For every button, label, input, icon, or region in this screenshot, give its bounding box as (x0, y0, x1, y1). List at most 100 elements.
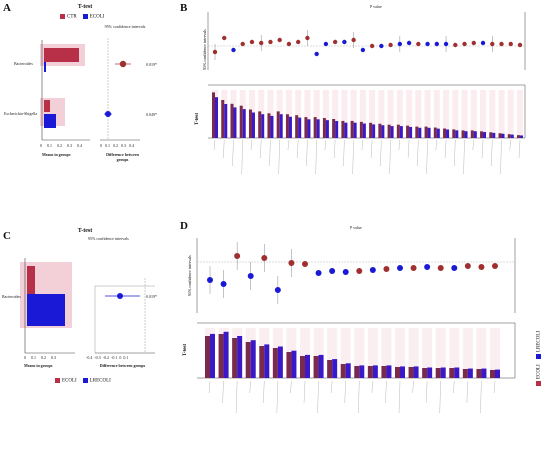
d-bar-blue (291, 350, 297, 378)
b-bar-red (341, 120, 345, 138)
d-bar-red (408, 367, 414, 378)
d-tick-label (466, 380, 469, 404)
panel-c-chart (20, 258, 155, 354)
b-bar-blue (510, 134, 514, 138)
panel-c-label: C (3, 230, 11, 242)
b-ci-point (462, 41, 467, 47)
b-bar-blue (409, 126, 413, 138)
panel-a-legend: CTR ECOLI (60, 14, 104, 20)
d-bar-bg (381, 328, 392, 378)
d-bar-blue (318, 354, 324, 378)
d-bar-blue (440, 367, 446, 378)
b-bar-blue (399, 126, 403, 138)
b-bar-bg (341, 90, 348, 137)
b-bar-blue (520, 135, 523, 138)
b-ci-point (277, 37, 282, 43)
b-bar-red (415, 126, 419, 138)
d-ci-point (478, 264, 485, 270)
b-ci-point (379, 43, 384, 49)
d-bar-bg (435, 328, 446, 378)
b-ci-point (286, 41, 292, 47)
a-xlabel-right: Difference between groups (106, 152, 139, 162)
d-ci-point (397, 265, 403, 271)
panel-d-label: D (180, 220, 188, 232)
a-left-ticks: 0 0.1 0.2 0.3 0.4 (40, 143, 82, 148)
d-ci-point (288, 260, 295, 266)
d-tick-label (222, 380, 224, 404)
b-bar-blue (298, 117, 302, 138)
d-ci-point (302, 261, 308, 267)
d-bar-blue (264, 344, 270, 378)
b-bar-blue (242, 109, 246, 138)
d-tick-label (358, 380, 360, 414)
pval-bacteroides: 0.019* (146, 62, 157, 67)
b-bar-red (461, 130, 465, 138)
b-ci-point (443, 41, 449, 47)
d-bar-blue (332, 359, 338, 378)
d-bar-red (272, 348, 278, 378)
b-bar-red (322, 118, 326, 138)
b-ci-point (416, 41, 421, 47)
b-bar-bg (332, 90, 339, 137)
b-bar-blue (473, 131, 477, 138)
d-bar-blue (481, 368, 487, 378)
d-tick-label (439, 380, 441, 414)
panel-c-title: T-test (77, 228, 93, 234)
legend-ctr: CTR (60, 14, 77, 20)
d-bar-red (395, 367, 400, 378)
b-ci-point (240, 41, 245, 47)
panel-a-label: A (3, 2, 11, 14)
bar-bacteroides-ecoli (44, 62, 46, 72)
d-tick-label (330, 380, 333, 394)
b-ci-point (249, 39, 255, 45)
d-bar-red (327, 360, 333, 378)
b-bar-blue (251, 112, 255, 138)
bar-escherichia-ecoli (44, 114, 56, 128)
d-bar-blue (413, 366, 419, 378)
d-tick-label (249, 380, 251, 394)
b-bar-bg (480, 90, 487, 137)
d-bar-blue (359, 365, 365, 378)
b-bar-blue (353, 122, 357, 138)
b-bar-blue (455, 130, 459, 138)
d-tick-label (453, 380, 455, 394)
d-bar-red (232, 338, 238, 378)
b-tick-label (491, 139, 493, 167)
panel-b-subtitle: P value (370, 4, 382, 9)
ci-point-c (117, 293, 123, 299)
bar-bacteroides-ctr (44, 48, 79, 62)
b-bar-bg (313, 90, 320, 137)
b-tick-label (444, 139, 447, 159)
b-bar-bg (461, 90, 468, 137)
d-bar-red (313, 356, 319, 378)
b-bar-bg (406, 90, 413, 137)
d-tick-label (263, 380, 265, 404)
b-bar-blue (436, 128, 440, 138)
b-bar-red (406, 125, 410, 138)
b-bar-red (443, 128, 447, 138)
b-ci-point (342, 39, 347, 45)
b-tick-label (213, 139, 216, 151)
b-bar-blue (492, 132, 496, 138)
b-ci-point (453, 42, 458, 48)
d-ci-point (369, 267, 376, 273)
panel-b-label: B (180, 2, 188, 14)
c-left-ticks: 0 0.1 0.2 0.3 (24, 355, 56, 360)
d-bar-blue (277, 346, 283, 378)
b-bar-red (350, 120, 354, 138)
b-bar-red (267, 113, 271, 138)
b-bar-blue (325, 120, 329, 138)
b-tick-label (398, 139, 401, 151)
b-bar-bg (304, 90, 311, 137)
d-ci-point (274, 287, 281, 293)
bar-c-ecoli (27, 266, 35, 294)
panel-a-chart (40, 38, 140, 141)
b-bar-red (359, 121, 363, 138)
b-ci-point (406, 40, 412, 46)
b-ci-point (434, 41, 440, 47)
b-tick-label (232, 139, 234, 167)
b-tick-label (417, 139, 419, 167)
d-bar-bg (408, 328, 419, 378)
b-bar-bg (350, 90, 357, 137)
d-ci-point (315, 270, 322, 276)
